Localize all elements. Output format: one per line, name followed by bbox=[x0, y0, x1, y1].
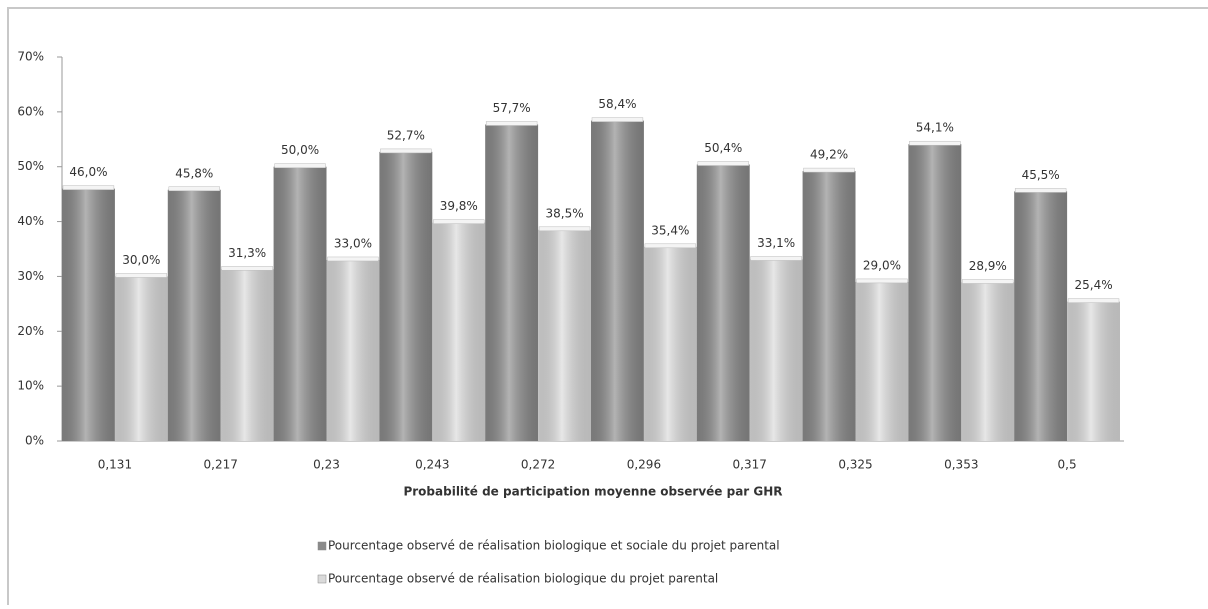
x-tick-label: 0,23 bbox=[313, 458, 340, 472]
y-tick-label: 40% bbox=[17, 214, 44, 228]
bar-shine bbox=[1067, 301, 1120, 441]
bar-cap bbox=[538, 226, 591, 232]
bar-cap bbox=[962, 279, 1014, 284]
data-label: 39,8% bbox=[440, 199, 478, 213]
data-label: 50,4% bbox=[704, 141, 742, 155]
y-tick-label: 60% bbox=[17, 104, 44, 118]
bar-shine bbox=[538, 229, 591, 441]
x-axis-title: Probabilité de participation moyenne obs… bbox=[403, 485, 782, 499]
data-label: 28,9% bbox=[969, 259, 1007, 273]
data-label: 29,0% bbox=[863, 258, 901, 272]
data-label: 31,3% bbox=[228, 246, 266, 260]
x-tick-label: 0,217 bbox=[204, 458, 238, 472]
bar-shine bbox=[379, 151, 433, 441]
data-label: 30,0% bbox=[122, 253, 160, 267]
y-tick-label: 30% bbox=[17, 269, 44, 283]
data-label: 45,8% bbox=[175, 166, 213, 180]
bar-shine bbox=[696, 164, 750, 441]
bar-shine bbox=[432, 222, 486, 441]
y-tick-label: 70% bbox=[17, 50, 44, 64]
bar-shine bbox=[1014, 191, 1068, 441]
bar-cap bbox=[1067, 298, 1120, 303]
y-tick-label: 20% bbox=[17, 324, 44, 338]
data-label: 45,5% bbox=[1022, 168, 1060, 182]
x-tick-label: 0,131 bbox=[98, 458, 132, 472]
x-tick-label: 0,5 bbox=[1058, 458, 1077, 472]
data-label: 57,7% bbox=[493, 101, 531, 115]
bar-cap bbox=[591, 117, 644, 122]
bar-cap bbox=[1014, 188, 1067, 193]
data-label: 25,4% bbox=[1074, 278, 1112, 292]
bar-cap bbox=[485, 121, 538, 126]
x-tick-label: 0,325 bbox=[838, 458, 872, 472]
chart-frame bbox=[7, 7, 1208, 609]
bar-cap bbox=[644, 243, 697, 249]
legend-label: Pourcentage observé de réalisation biolo… bbox=[328, 539, 780, 553]
bar-cap bbox=[803, 167, 855, 173]
x-tick-label: 0,353 bbox=[944, 458, 978, 472]
data-label: 33,0% bbox=[334, 236, 372, 250]
bar-cap bbox=[433, 219, 485, 224]
data-label: 49,2% bbox=[810, 148, 848, 162]
x-tick-label: 0,317 bbox=[733, 458, 767, 472]
bar-cap bbox=[168, 186, 220, 192]
bar-shine bbox=[62, 188, 115, 441]
bar-shine bbox=[273, 166, 327, 441]
data-label: 58,4% bbox=[598, 97, 636, 111]
y-tick-label: 0% bbox=[25, 434, 44, 448]
data-label: 52,7% bbox=[387, 128, 425, 142]
bar-shine bbox=[326, 259, 380, 441]
bar-shine bbox=[749, 259, 803, 441]
bar-cap bbox=[380, 148, 432, 154]
x-tick-label: 0,243 bbox=[415, 458, 449, 472]
x-tick-label: 0,272 bbox=[521, 458, 555, 472]
bar-shine bbox=[220, 269, 274, 441]
bar-cap bbox=[750, 256, 802, 261]
legend-swatch bbox=[317, 541, 327, 551]
data-label: 35,4% bbox=[651, 223, 689, 237]
legend-swatch bbox=[317, 574, 327, 584]
data-label: 38,5% bbox=[545, 206, 583, 220]
bar-shine bbox=[167, 189, 221, 441]
data-label: 33,1% bbox=[757, 236, 795, 250]
bar-shine bbox=[802, 171, 856, 442]
x-tick-label: 0,296 bbox=[627, 458, 661, 472]
bar-shine bbox=[643, 246, 697, 441]
bar-cap bbox=[62, 185, 115, 190]
bar-cap bbox=[221, 266, 273, 271]
bar-cap bbox=[856, 278, 908, 284]
bar-shine bbox=[591, 120, 644, 442]
y-tick-label: 10% bbox=[17, 379, 44, 393]
bar-shine bbox=[855, 281, 909, 441]
bar-shine bbox=[485, 124, 539, 441]
legend-label: Pourcentage observé de réalisation biolo… bbox=[328, 572, 718, 586]
bar-shine bbox=[961, 282, 1015, 441]
data-label: 46,0% bbox=[69, 165, 107, 179]
bar-shine bbox=[908, 144, 962, 442]
bar-shine bbox=[114, 276, 168, 441]
bar-cap bbox=[115, 273, 168, 278]
y-tick-label: 50% bbox=[17, 159, 44, 173]
bar-cap bbox=[274, 163, 326, 168]
bar-cap bbox=[697, 161, 749, 166]
bar-cap bbox=[909, 140, 961, 146]
data-label: 54,1% bbox=[916, 121, 954, 135]
bar-cap bbox=[327, 256, 379, 262]
data-label: 50,0% bbox=[281, 143, 319, 157]
